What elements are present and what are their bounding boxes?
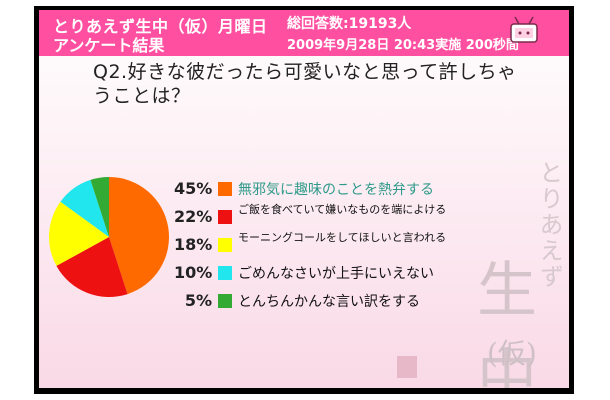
watermark-logo: 生中 [477,256,537,388]
pie-slice-3 [60,179,109,237]
slice-percent: 22% [174,207,213,226]
pie-slice-1 [56,237,128,297]
slice-label: とんちんかんな言い訳をする [238,294,420,310]
slice-percent: 45% [174,179,213,198]
seal-stamp [397,356,417,378]
pie-slice-0 [109,177,170,295]
watermark-vertical: とりあえず [535,160,563,290]
legend-swatch [218,266,232,280]
slice-label: 無邪気に趣味のことを熱弁する [238,182,434,198]
legend-swatch [218,210,232,224]
legend-swatch [218,294,232,308]
pie-slice-2 [49,201,109,266]
watermark-kari: (仮) [487,337,537,370]
tv-mascot-icon [510,16,538,43]
legend-item: 5% とんちんかんな言い訳をする [174,288,504,316]
legend-item: 45% 無邪気に趣味のことを熱弁する [174,176,504,204]
legend-item: 18% モーニングコールをしてほしいと言われる [174,232,504,260]
legend-swatch [218,182,232,196]
slice-label: ごめんなさいが上手にいえない [238,266,434,282]
header-title: とりあえず生中（仮）月曜日 [53,17,268,36]
slice-label: モーニングコールをしてほしいと言われる [238,231,447,244]
header-subtitle: アンケート結果 [53,36,165,55]
pie-slice-4 [90,177,109,237]
response-count: 総回答数:19193人 [287,16,412,32]
header-bar: とりあえず生中（仮）月曜日 アンケート結果 総回答数:19193人 2009年9… [39,10,569,56]
legend-item: 22% ご飯を食べていて嫌いなものを端によける [174,204,504,232]
survey-datetime: 2009年9月28日 20:43実施 200秒間 [287,38,519,53]
slice-percent: 5% [184,291,212,310]
slice-label: ご飯を食べていて嫌いなものを端によける [238,203,447,216]
legend-swatch [218,238,232,252]
legend-item: 10% ごめんなさいが上手にいえない [174,260,504,288]
pie-chart [49,177,170,297]
question-text: Q2.好きな彼だったら可愛いなと思って許しちゃうことは？ [93,61,517,107]
slice-percent: 10% [174,263,213,282]
survey-panel: とりあえず生中（仮）月曜日 アンケート結果 総回答数:19193人 2009年9… [39,10,569,388]
slice-percent: 18% [174,235,213,254]
